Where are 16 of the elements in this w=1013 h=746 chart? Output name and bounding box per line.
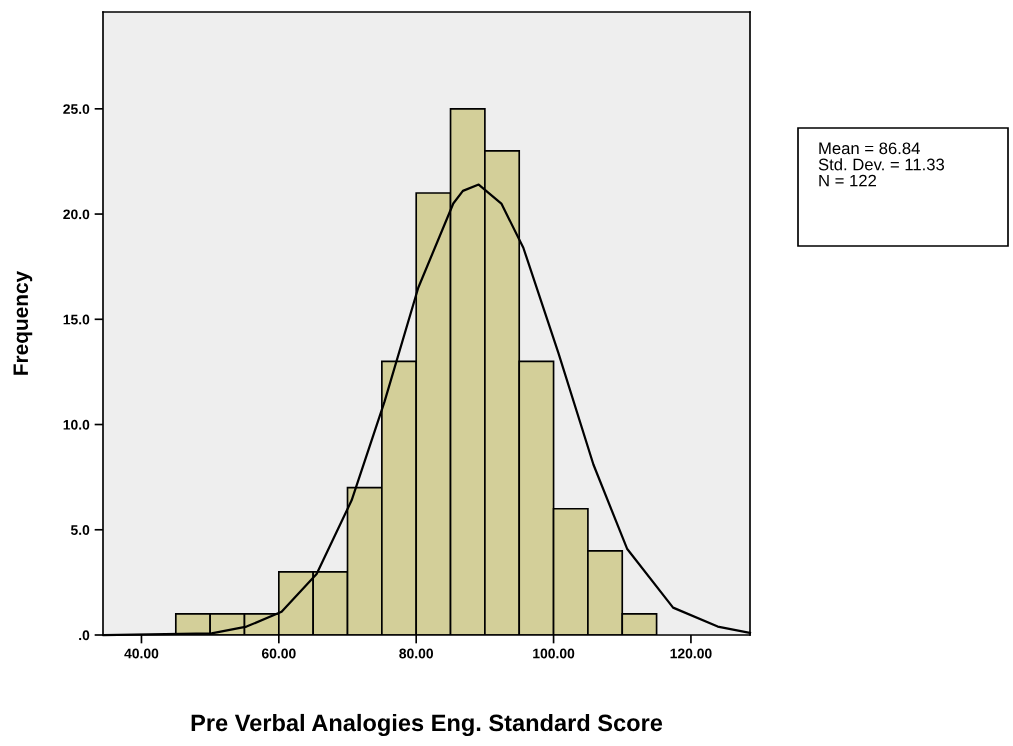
- x-tick-label: 60.00: [261, 648, 296, 659]
- y-tick-label: 20.0: [63, 209, 90, 220]
- text: Std. Dev. = 11.33: [818, 158, 945, 171]
- x-tick-label: 100.00: [533, 648, 575, 659]
- y-axis-title: Frequency: [13, 270, 33, 375]
- y-tick-label: .0: [79, 630, 90, 641]
- x-tick-label: 40.00: [124, 648, 159, 659]
- text: Mean = 86.84: [819, 142, 920, 155]
- x-tick-label: 120.00: [670, 648, 712, 659]
- x-tick-label: 80.00: [399, 648, 434, 659]
- y-tick-label: 25.0: [63, 104, 90, 114]
- y-tick-label: 5.0: [70, 525, 90, 535]
- y-tick-label: 15.0: [63, 314, 90, 325]
- text: N = 122: [819, 174, 876, 187]
- x-axis-title: Pre Verbal Analogies Eng. Standard Score: [191, 713, 663, 737]
- y-tick-label: 10.0: [63, 419, 90, 430]
